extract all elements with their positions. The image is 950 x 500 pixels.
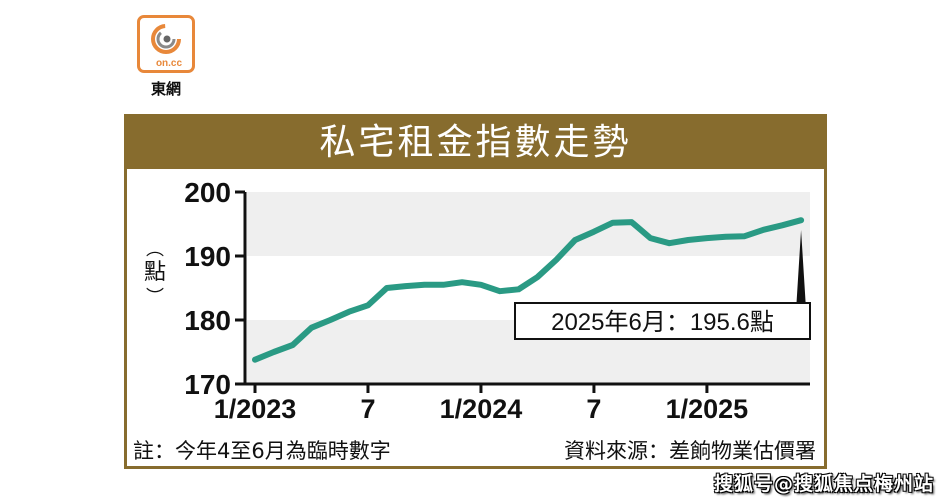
x-tick-label: 1/2023	[214, 394, 297, 424]
annotation-box	[514, 302, 811, 340]
y-tick-label: 190	[184, 241, 231, 272]
y-tick-label: 180	[184, 305, 231, 336]
logo-text: on.cc	[155, 58, 183, 69]
logo-name: 東網	[150, 80, 181, 98]
logo-box: on.cc	[137, 15, 195, 73]
chart-title: 私宅租金指數走勢	[127, 117, 824, 169]
x-tick-label: 1/2025	[666, 394, 749, 424]
logo-swirl-icon	[151, 24, 181, 54]
x-tick-label: 7	[586, 394, 601, 424]
y-axis-label: 點	[144, 260, 166, 285]
footnote: 註：今年4至6月為臨時數字	[133, 439, 391, 463]
index-line	[252, 217, 805, 363]
grid-band	[247, 192, 810, 256]
y-label-bracket: ︵	[146, 239, 164, 260]
data-source: 資料來源：差餉物業估價署	[564, 439, 816, 463]
y-tick-label: 200	[184, 177, 231, 208]
watermark: 搜狐号@搜狐焦点梅州站	[714, 473, 935, 495]
annotation-pointer	[796, 230, 807, 310]
oncc-logo: on.cc	[137, 15, 199, 77]
y-tick-label: 170	[184, 369, 231, 400]
x-tick-label: 7	[360, 394, 375, 424]
line-chart: 170 180 190 200 點︵ ︶ 1/2023 7 1/2024 7 1/2025 2025年…	[144, 177, 811, 424]
chart-frame: 私宅租金指數走勢 170 180 190 200 點 ︵ ︶ 1/2023 7 1/2024 7 1/…	[124, 114, 827, 469]
annotation-label: 2025年6月：195.6點	[551, 309, 774, 336]
x-tick-label: 1/2024	[440, 394, 523, 424]
y-label-bracket: ︶	[146, 287, 164, 308]
